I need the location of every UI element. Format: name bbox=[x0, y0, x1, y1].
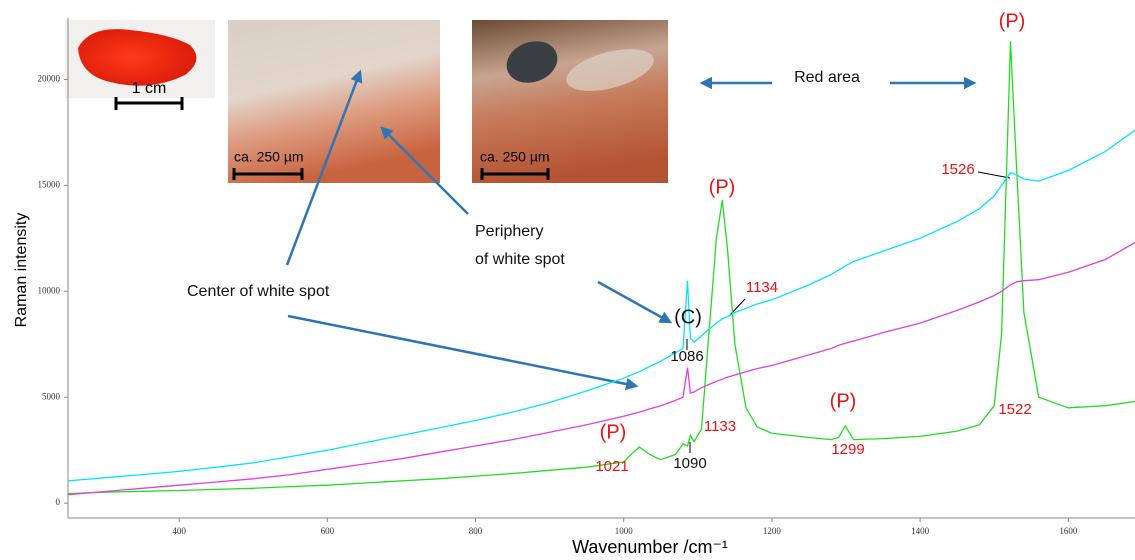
peak-label: 1090 bbox=[673, 455, 706, 472]
x-tick-label: 1400 bbox=[911, 526, 930, 536]
x-tick-label: 1600 bbox=[1059, 526, 1078, 536]
peak-label: 1134 bbox=[746, 279, 778, 296]
peak-label: 1133 bbox=[704, 418, 736, 435]
y-tick-label: 0 bbox=[56, 497, 61, 507]
annotation: of white spot bbox=[475, 251, 565, 268]
scale-label: 1 cm bbox=[132, 80, 167, 97]
annotation: Center of white spot bbox=[187, 283, 330, 300]
annotation: (P) bbox=[830, 390, 857, 412]
x-tick-label: 1000 bbox=[615, 526, 634, 536]
scale-label: ca. 250 µm bbox=[480, 149, 550, 165]
peak-label: 1021 bbox=[595, 458, 628, 475]
x-tick-label: 400 bbox=[172, 526, 186, 536]
annotation: (P) bbox=[999, 10, 1026, 32]
y-axis-title: Raman intensity bbox=[13, 213, 30, 328]
annotation: Red area bbox=[794, 69, 860, 86]
peak-label: 1526 bbox=[941, 161, 974, 178]
x-tick-label: 600 bbox=[321, 526, 335, 536]
peak-label: 1299 bbox=[831, 441, 864, 458]
inset-photos bbox=[65, 20, 668, 183]
arrows bbox=[285, 69, 1011, 453]
peak-label: 1086 bbox=[670, 348, 703, 365]
spectrum-line bbox=[67, 129, 1135, 482]
scale-label: ca. 250 µm bbox=[234, 149, 304, 165]
annotation: (P) bbox=[709, 176, 736, 198]
annotation: (C) bbox=[674, 306, 702, 328]
peak-label: 1522 bbox=[998, 401, 1031, 418]
x-tick-label: 800 bbox=[469, 526, 483, 536]
y-tick-label: 15000 bbox=[38, 179, 61, 189]
y-tick-label: 10000 bbox=[38, 285, 61, 295]
y-tick-label: 5000 bbox=[42, 391, 61, 401]
x-tick-label: 1200 bbox=[763, 526, 782, 536]
x-axis-title: Wavenumber /cm⁻¹ bbox=[572, 537, 728, 557]
spectrum-line bbox=[67, 41, 1135, 495]
annotation: Periphery bbox=[475, 223, 543, 240]
y-tick-label: 20000 bbox=[38, 74, 61, 84]
annotation: (P) bbox=[600, 421, 627, 443]
spectrum-line bbox=[67, 242, 1135, 496]
